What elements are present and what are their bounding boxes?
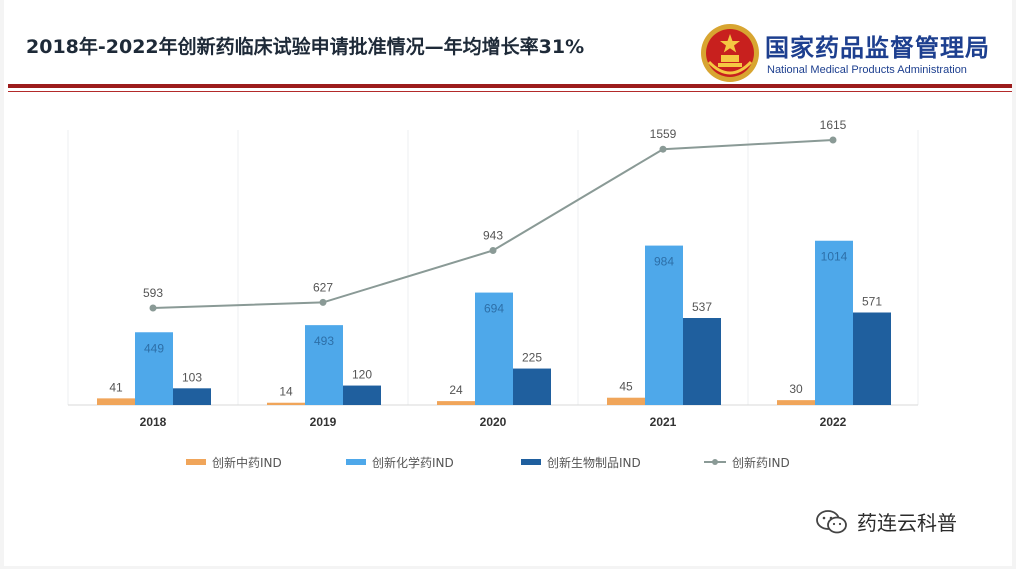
line-point xyxy=(149,304,157,312)
watermark-text: 药连云科普 xyxy=(857,511,957,535)
bar xyxy=(815,240,853,405)
data-label: 24 xyxy=(449,383,463,397)
legend-swatch-total xyxy=(704,457,726,467)
data-label: 571 xyxy=(862,294,882,308)
page-title: 2018年-2022年创新药临床试验申请批准情况—年均增长率31% xyxy=(26,36,585,58)
org-name-cn: 国家药品监督管理局 xyxy=(765,34,990,62)
line-data-label: 627 xyxy=(313,280,333,294)
x-tick-label: 2019 xyxy=(310,415,337,429)
legend-item-bio: 创新生物制品IND xyxy=(521,450,641,474)
nmpa-logo: 国家药品监督管理局 National Medical Products Admi… xyxy=(699,22,1009,84)
line-data-label: 593 xyxy=(143,286,163,300)
data-label: 1014 xyxy=(821,250,848,264)
legend-swatch-bio xyxy=(521,459,541,465)
legend-label-total: 创新药IND xyxy=(732,455,790,470)
bar xyxy=(645,245,683,405)
legend-item-chem: 创新化学药IND xyxy=(346,450,454,474)
data-label: 41 xyxy=(109,380,123,394)
bar xyxy=(135,332,173,405)
bar xyxy=(173,388,211,405)
bar xyxy=(607,397,645,405)
national-emblem-icon xyxy=(701,24,759,82)
header-divider-thick xyxy=(8,84,1012,88)
data-label: 14 xyxy=(279,385,293,399)
line-point xyxy=(659,145,667,153)
bar xyxy=(267,402,305,405)
data-label: 225 xyxy=(522,351,542,365)
line-point xyxy=(319,298,327,306)
bar xyxy=(437,401,475,405)
x-tick-label: 2020 xyxy=(480,415,507,429)
x-tick-label: 2021 xyxy=(650,415,677,429)
data-label: 694 xyxy=(484,302,504,316)
line-data-label: 1559 xyxy=(650,127,677,141)
legend-label-chem: 创新化学药IND xyxy=(372,455,454,470)
bar xyxy=(777,400,815,405)
header-divider-thin xyxy=(8,91,1012,92)
bar xyxy=(343,385,381,405)
legend-swatch-chem xyxy=(346,459,366,465)
data-label: 984 xyxy=(654,255,674,269)
legend-label-bio: 创新生物制品IND xyxy=(547,455,641,470)
data-label: 537 xyxy=(692,300,712,314)
legend-item-tcm: 创新中药IND xyxy=(186,450,282,474)
data-label: 449 xyxy=(144,341,164,355)
legend-label-tcm: 创新中药IND xyxy=(212,455,282,470)
line-data-label: 1615 xyxy=(820,118,847,132)
bar xyxy=(853,312,891,405)
data-label: 493 xyxy=(314,334,334,348)
line-data-label: 943 xyxy=(483,228,503,242)
data-label: 30 xyxy=(789,382,803,396)
line-point xyxy=(489,246,497,254)
wechat-watermark: 药连云科普 xyxy=(815,507,957,536)
legend-swatch-tcm xyxy=(186,459,206,465)
bar xyxy=(683,318,721,405)
legend-item-total: 创新药IND xyxy=(704,450,790,474)
data-label: 103 xyxy=(182,370,202,384)
bar xyxy=(513,368,551,405)
bar xyxy=(475,292,513,405)
line-point xyxy=(829,136,837,144)
wechat-icon xyxy=(816,509,847,533)
bar xyxy=(97,398,135,405)
series-line-total xyxy=(152,139,834,309)
x-tick-label: 2018 xyxy=(140,415,167,429)
x-tick-label: 2022 xyxy=(820,415,847,429)
bar xyxy=(305,325,343,405)
data-label: 45 xyxy=(619,380,633,394)
org-name-en: National Medical Products Administration xyxy=(767,64,967,76)
data-label: 120 xyxy=(352,368,372,382)
chart-legend: 创新中药IND 创新化学药IND 创新生物制品IND 创新药IND xyxy=(0,450,1016,474)
